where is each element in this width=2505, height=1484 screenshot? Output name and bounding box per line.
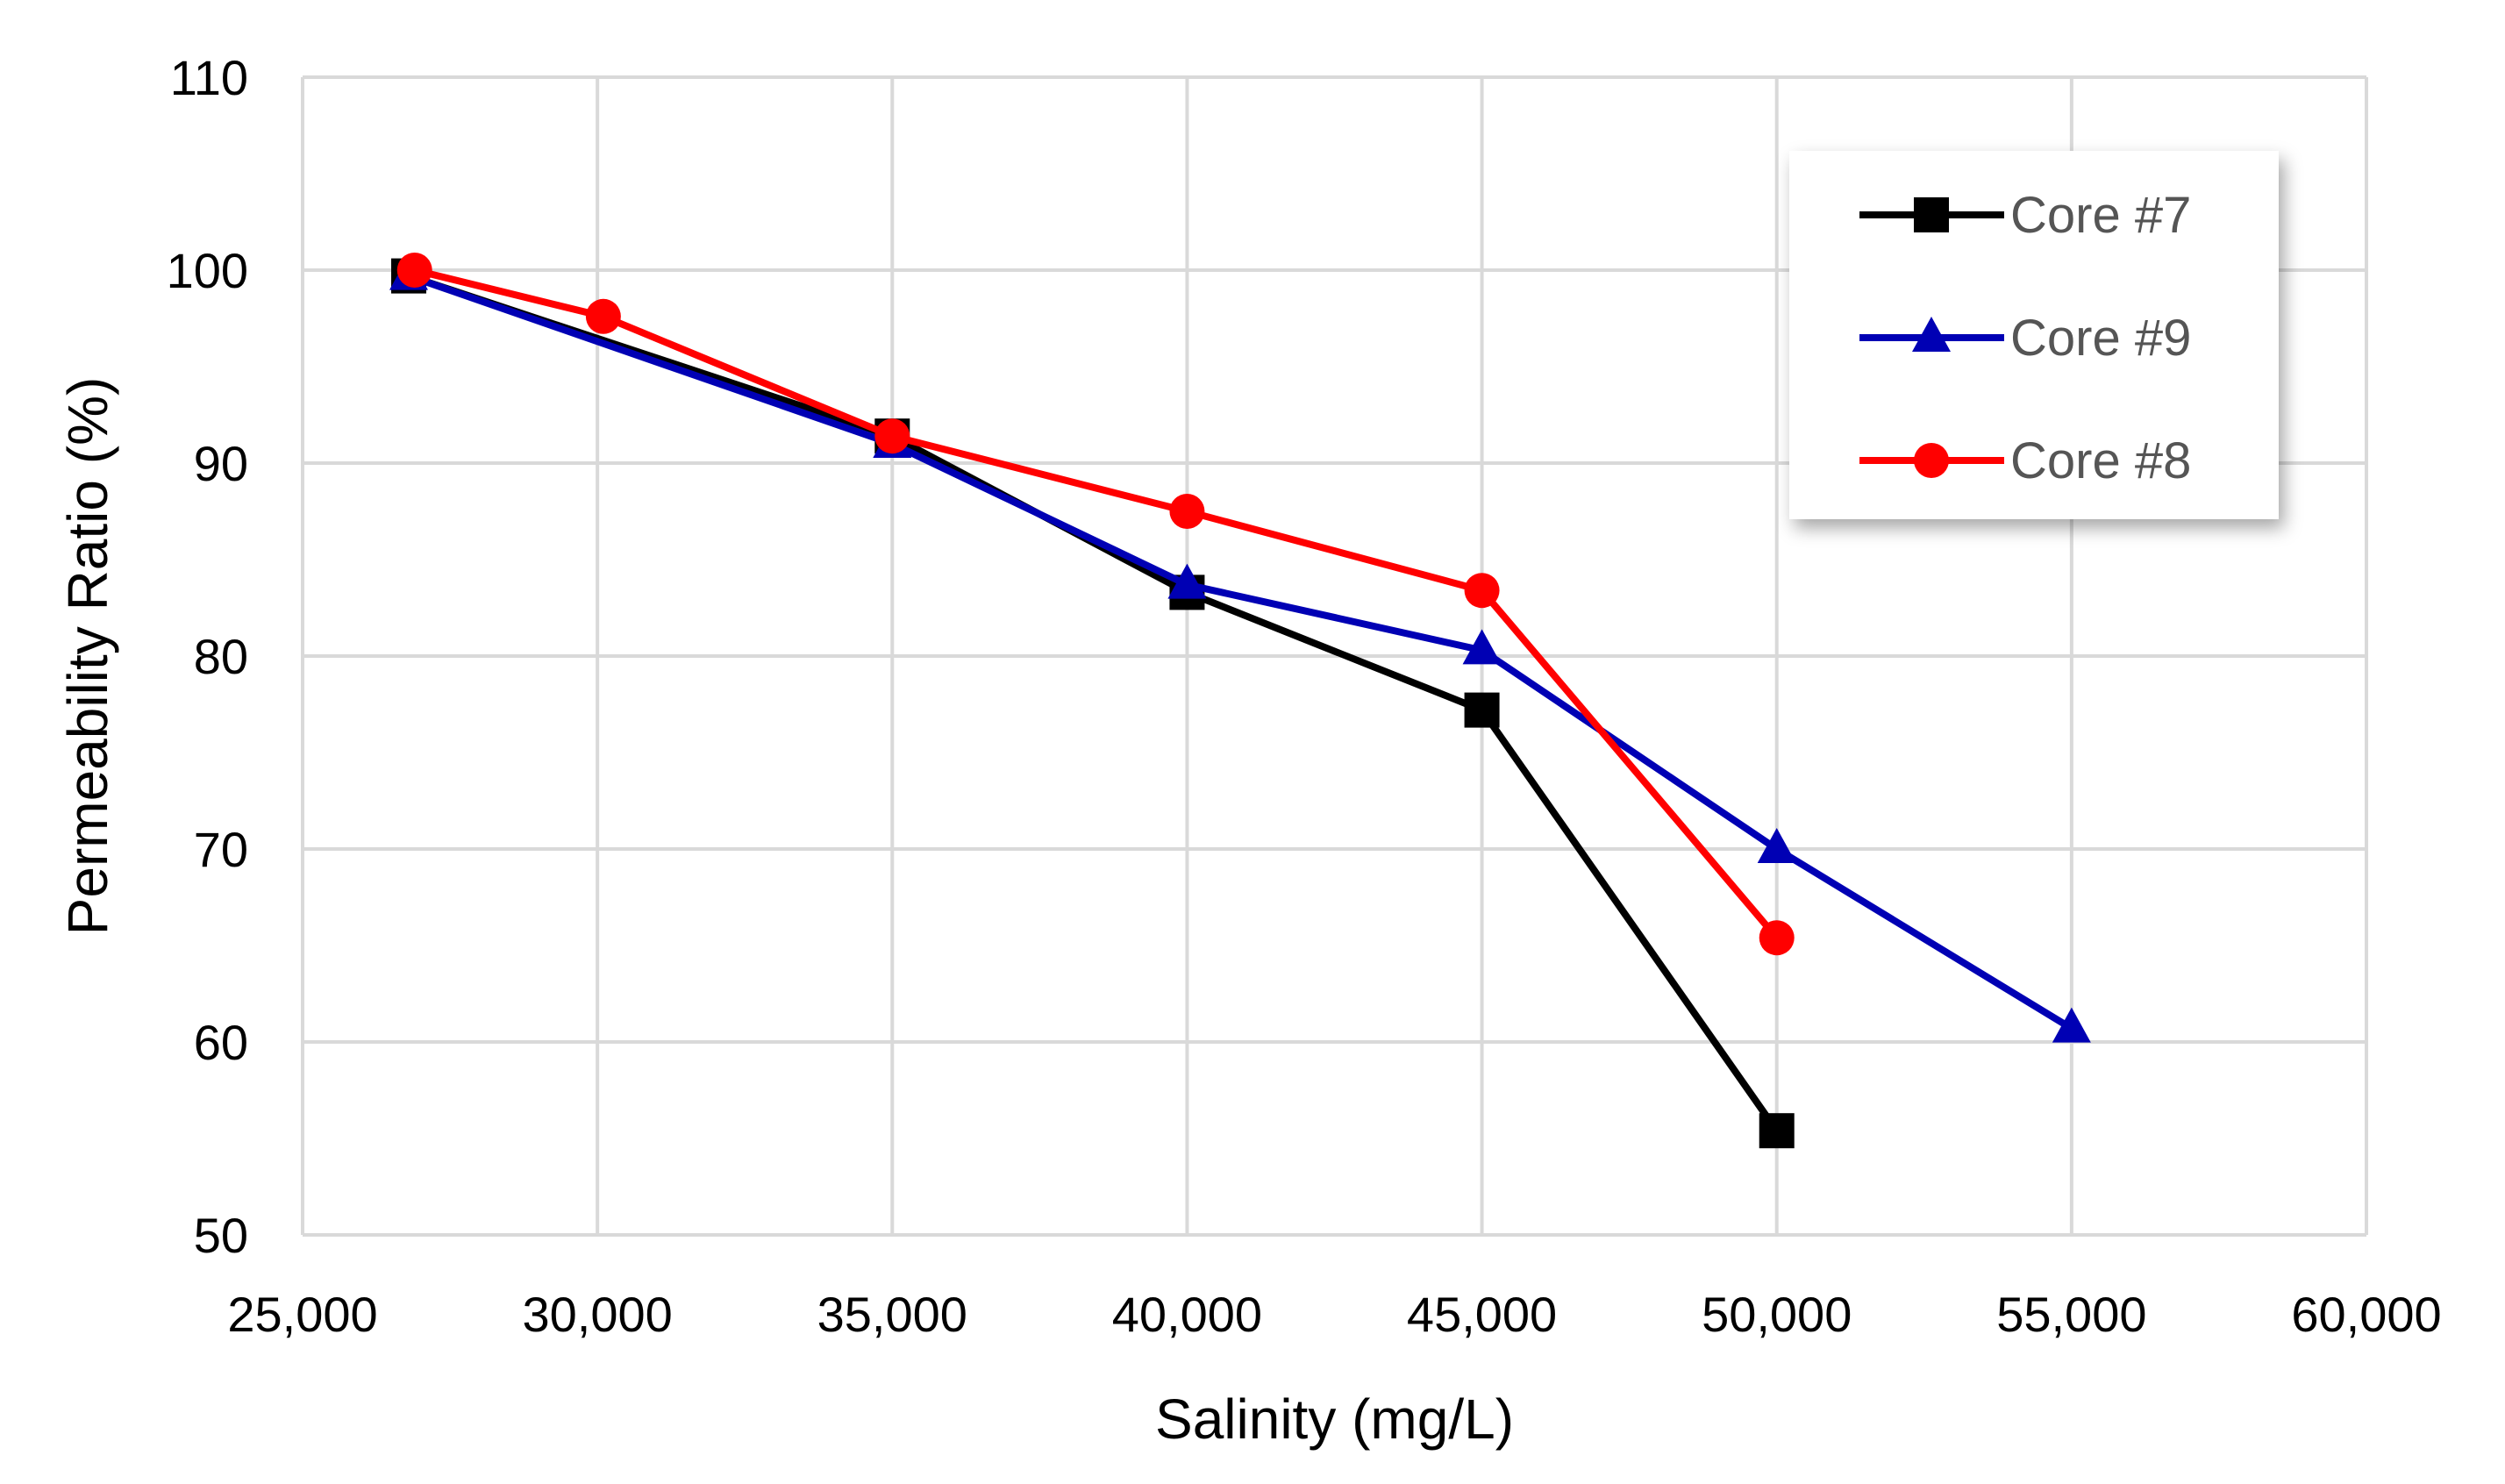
series-layer bbox=[389, 253, 2091, 1149]
data-point bbox=[2052, 1007, 2091, 1043]
x-tick-label: 60,000 bbox=[2291, 1287, 2441, 1342]
data-point bbox=[1464, 573, 1500, 609]
data-point bbox=[1167, 563, 1207, 599]
x-tick-label: 40,000 bbox=[1112, 1287, 1262, 1342]
legend-marker bbox=[1914, 197, 1949, 232]
data-point bbox=[1759, 920, 1795, 956]
x-tick-label: 30,000 bbox=[523, 1287, 673, 1342]
data-point bbox=[874, 418, 910, 454]
data-point bbox=[1757, 828, 1796, 863]
x-tick-label: 50,000 bbox=[1702, 1287, 1852, 1342]
x-axis-title: Salinity (mg/L) bbox=[1155, 1388, 1514, 1451]
data-point bbox=[396, 253, 432, 288]
series-2 bbox=[396, 253, 1795, 956]
tick-labels: 25,000 30,000 35,000 40,000 45,000 50,000 55,0… bbox=[167, 50, 2442, 1342]
data-point bbox=[1464, 692, 1500, 728]
legend-marker bbox=[1912, 317, 1951, 352]
data-point bbox=[1462, 629, 1502, 665]
y-tick-label: 80 bbox=[194, 629, 248, 684]
x-tick-label: 45,000 bbox=[1407, 1287, 1557, 1342]
series-line bbox=[407, 272, 2073, 1032]
series-line bbox=[413, 267, 1780, 940]
y-tick-label: 50 bbox=[194, 1208, 248, 1263]
legend: Core #7 Core #9 Core #8 bbox=[1789, 151, 2279, 519]
x-tick-label: 35,000 bbox=[817, 1287, 967, 1342]
y-axis-title: Permeability Ratio (%) bbox=[56, 377, 119, 936]
legend-label: Core #9 bbox=[2010, 310, 2191, 367]
y-tick-label: 60 bbox=[194, 1015, 248, 1070]
x-tick-label: 55,000 bbox=[1996, 1287, 2146, 1342]
legend-marker bbox=[1914, 443, 1949, 478]
x-tick-label: 25,000 bbox=[227, 1287, 377, 1342]
y-tick-label: 100 bbox=[167, 243, 248, 298]
data-point bbox=[1169, 494, 1205, 529]
y-tick-label: 90 bbox=[194, 436, 248, 491]
grid-lines bbox=[301, 75, 2368, 1237]
data-point bbox=[1759, 1113, 1795, 1149]
y-tick-label: 70 bbox=[194, 822, 248, 877]
legend-label: Core #7 bbox=[2010, 187, 2191, 244]
legend-label: Core #8 bbox=[2010, 432, 2191, 489]
y-tick-label: 110 bbox=[170, 50, 248, 105]
data-point bbox=[585, 298, 621, 334]
